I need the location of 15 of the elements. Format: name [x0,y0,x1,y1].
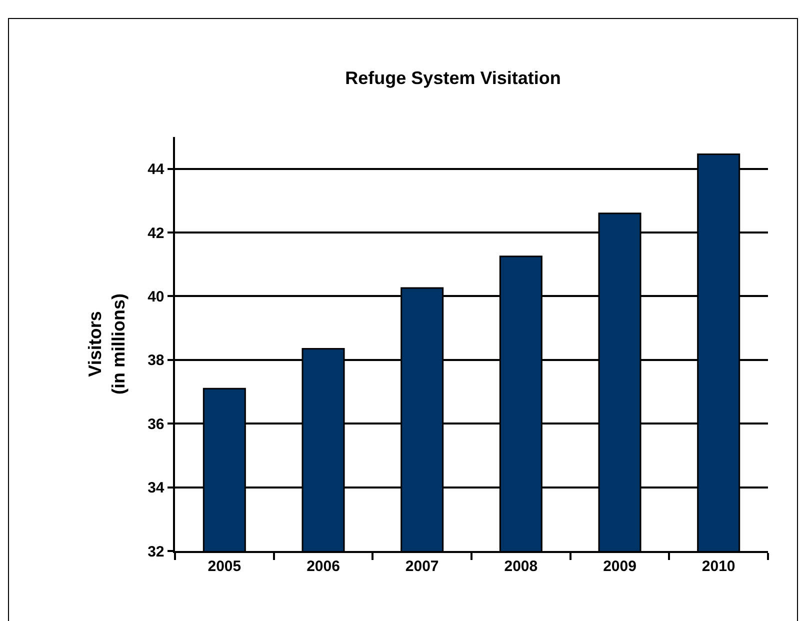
y-tick-label: 32 [148,543,164,560]
x-tick-label: 2005 [208,558,242,575]
y-axis-title: Visitors (in millions) [84,294,128,394]
x-tick-label: 2010 [702,558,736,575]
y-tick-label: 38 [148,352,164,370]
y-tick-label: 42 [148,224,164,242]
y-tick-label: 44 [148,161,165,178]
y-tick-label: 34 [148,480,165,497]
y-tick-label: 36 [148,416,164,433]
chart-title: Refuge System Visitation [345,68,561,88]
x-tick-label: 2007 [405,558,439,575]
x-tick-label: 2008 [504,558,538,575]
x-tick-label: 2009 [603,558,636,575]
x-tick-label: 2006 [306,558,340,575]
y-tick-label: 40 [148,288,164,306]
